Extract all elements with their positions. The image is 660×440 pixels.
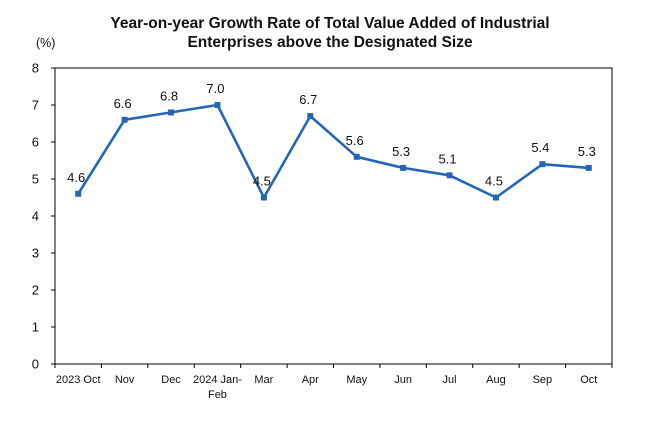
- x-tick-label: Sep: [533, 374, 553, 386]
- data-point-marker: [353, 153, 360, 160]
- data-label: 4.5: [485, 174, 503, 189]
- data-point-marker: [539, 161, 546, 168]
- y-tick-label: 6: [32, 135, 39, 150]
- data-point-marker: [75, 190, 82, 197]
- x-tick-label: Jun: [394, 374, 412, 386]
- data-point-marker: [214, 102, 221, 108]
- x-tick-label: Feb: [208, 389, 227, 401]
- data-label: 4.6: [67, 170, 85, 185]
- x-tick-label: Mar: [254, 374, 273, 386]
- data-label: 4.5: [253, 174, 271, 189]
- data-point-marker: [168, 109, 175, 116]
- chart-title-line-2: Enterprises above the Designated Size: [187, 34, 473, 51]
- x-tick-label: Dec: [161, 374, 181, 386]
- x-tick-label: Nov: [115, 374, 135, 386]
- data-point-marker: [446, 172, 453, 179]
- y-axis-unit-label: (%): [36, 36, 56, 50]
- chart-title: Year-on-year Growth Rate of Total Value …: [0, 14, 660, 52]
- x-tick-label: Aug: [486, 374, 506, 386]
- y-tick-label: 5: [32, 172, 39, 187]
- data-label: 5.3: [392, 144, 410, 159]
- x-tick-label: Oct: [580, 374, 597, 386]
- data-label: 6.6: [114, 96, 132, 111]
- plot-frame: [54, 67, 613, 365]
- data-point-marker: [492, 194, 499, 201]
- data-point-marker: [260, 194, 267, 201]
- y-tick-label: 1: [32, 320, 39, 335]
- x-tick-label: Jul: [443, 374, 457, 386]
- y-tick-label: 8: [32, 61, 39, 76]
- data-label: 5.3: [578, 144, 596, 159]
- data-label: 6.7: [299, 92, 317, 107]
- data-point-marker: [585, 164, 592, 171]
- y-tick-label: 4: [32, 209, 39, 224]
- x-tick-label: 2024 Jan-: [193, 374, 242, 386]
- data-point-marker: [307, 113, 314, 120]
- data-label: 6.8: [160, 88, 178, 103]
- series-line: [77, 103, 589, 199]
- data-label: 5.6: [346, 133, 364, 148]
- x-tick-label: May: [346, 374, 367, 386]
- data-label: 5.1: [439, 151, 457, 166]
- data-point-marker: [400, 164, 407, 171]
- y-tick-label: 7: [32, 98, 39, 113]
- data-label: 7.0: [206, 81, 224, 96]
- data-label: 5.4: [531, 140, 549, 155]
- x-tick-label: 2023 Oct: [56, 374, 101, 386]
- y-tick-label: 3: [32, 246, 39, 261]
- data-point-marker: [121, 116, 128, 123]
- y-tick-label: 0: [32, 357, 39, 372]
- chart-title-line-1: Year-on-year Growth Rate of Total Value …: [110, 15, 550, 32]
- y-tick-label: 2: [32, 283, 39, 298]
- x-tick-label: Apr: [302, 374, 319, 386]
